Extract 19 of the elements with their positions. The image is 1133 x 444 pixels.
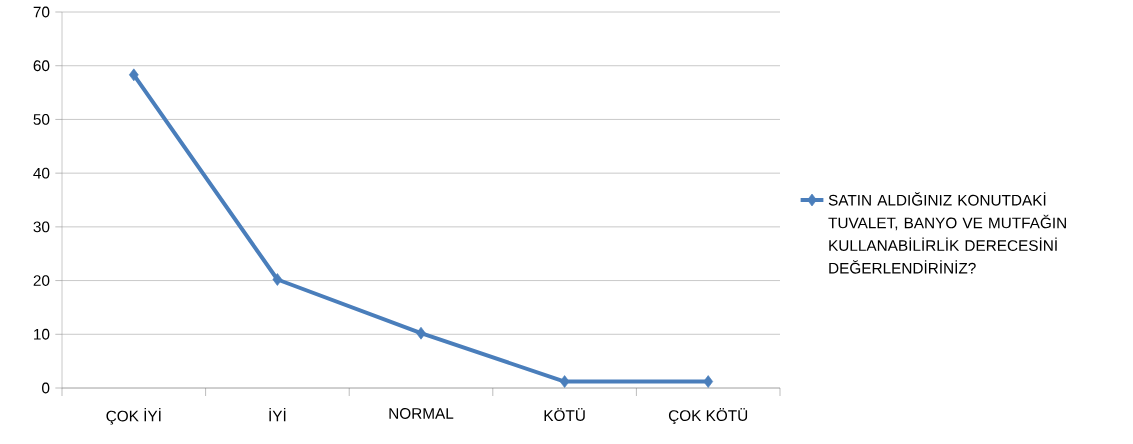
y-tick-label: 0 <box>42 382 50 394</box>
y-tick-label: 10 <box>34 328 50 340</box>
point <box>272 273 283 286</box>
point <box>703 375 714 388</box>
y-tick-label: 60 <box>33 60 50 72</box>
x-tick-label: ÇOK İYİ <box>106 408 161 425</box>
point <box>559 375 570 388</box>
x-tick-label: NORMAL <box>389 408 454 419</box>
y-tick-label: 20 <box>33 275 50 286</box>
y-tick-label: 30 <box>33 221 50 233</box>
x-tick-label: ÇOK KÖTÜ <box>668 408 748 425</box>
point <box>128 68 139 82</box>
y-tick-label: 40 <box>33 167 50 179</box>
legend-label: SATIN ALDIĞINIZ KONUTDAKİ TUVALET, BANYO VE MUTFAĞIN KULLANABİLİRLİK DERECESİNİ DEĞERLENDİRİNİZ? <box>828 192 1066 274</box>
y-tick-label: 70 <box>33 6 50 18</box>
point <box>416 326 426 340</box>
x-tick-label: İYİ <box>269 408 286 422</box>
x-tick-label: KÖTÜ <box>544 408 585 422</box>
y-tick-label: 50 <box>33 114 50 125</box>
